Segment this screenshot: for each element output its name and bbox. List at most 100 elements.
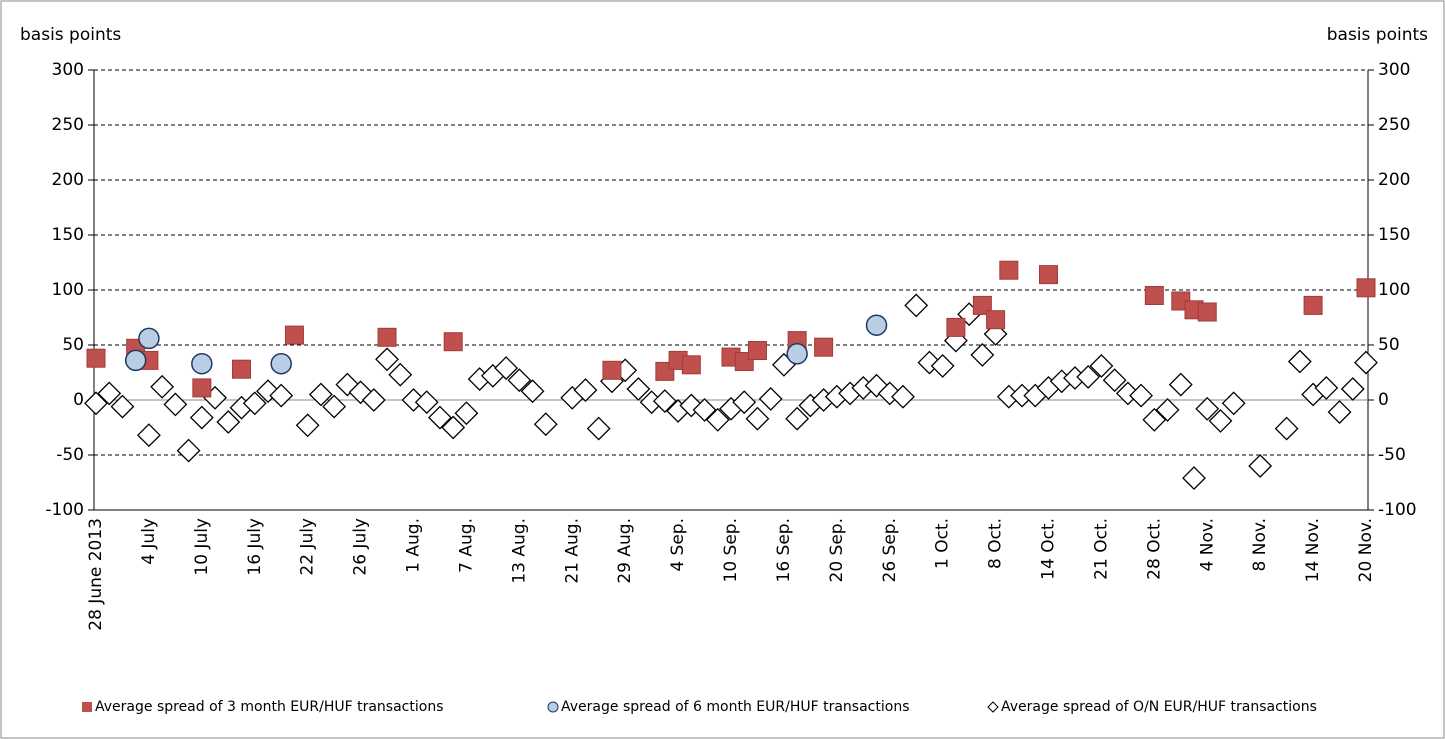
diamond-marker bbox=[520, 379, 545, 404]
square-marker bbox=[602, 360, 622, 380]
square-marker bbox=[1197, 302, 1217, 322]
x-tick-label: 26 Sep. bbox=[880, 518, 900, 582]
x-tick-label: 10 July bbox=[192, 518, 212, 576]
diamond-marker bbox=[189, 405, 214, 430]
x-tick-label: 14 Nov. bbox=[1303, 518, 1323, 582]
x-tick-label: 7 Aug. bbox=[456, 518, 476, 573]
diamond-marker bbox=[295, 413, 320, 438]
x-tick-label: 4 July bbox=[139, 518, 159, 565]
diamond-marker bbox=[1287, 349, 1312, 374]
square-marker bbox=[1039, 265, 1058, 285]
square-marker bbox=[986, 310, 1006, 330]
diamond-marker bbox=[1354, 350, 1378, 375]
diamond-marker bbox=[84, 391, 108, 416]
diamond-marker bbox=[454, 401, 479, 426]
diamond-marker bbox=[1274, 416, 1299, 441]
y-tick-label: -50 bbox=[56, 445, 84, 465]
y-tick-label: 100 bbox=[52, 280, 84, 300]
square-marker bbox=[1356, 278, 1376, 298]
diamond-marker bbox=[864, 373, 889, 398]
diamond-marker bbox=[322, 394, 347, 419]
diamond-marker bbox=[97, 381, 122, 406]
diamond-marker bbox=[930, 353, 955, 378]
y-tick-label: 250 bbox=[52, 115, 84, 135]
x-tick-label: 1 Oct. bbox=[933, 518, 953, 569]
y2-tick-label: 300 bbox=[1378, 60, 1410, 80]
diamond-marker bbox=[758, 386, 783, 411]
diamond-marker bbox=[1182, 466, 1206, 491]
diamond-marker bbox=[269, 383, 294, 408]
diamond-marker bbox=[904, 293, 929, 318]
circle-marker bbox=[865, 314, 888, 336]
y-tick-label: 200 bbox=[52, 170, 84, 190]
x-tick-label: 16 Sep. bbox=[774, 518, 794, 582]
circle-marker bbox=[786, 343, 808, 365]
x-tick-label: 20 Nov. bbox=[1356, 518, 1376, 582]
legend-label: Average spread of 6 month EUR/HUF transa… bbox=[561, 699, 909, 715]
diamond-marker bbox=[891, 384, 915, 409]
square-marker bbox=[86, 348, 106, 368]
y2-tick-label: 100 bbox=[1378, 280, 1410, 300]
x-tick-label: 22 July bbox=[298, 518, 318, 576]
diamond-marker bbox=[507, 368, 532, 393]
diamond-marker bbox=[414, 390, 439, 415]
diamond-marker bbox=[970, 342, 995, 367]
diamond-marker bbox=[494, 356, 519, 381]
x-tick-label: 4 Nov. bbox=[1197, 518, 1217, 571]
square-marker bbox=[1144, 286, 1164, 305]
square-marker bbox=[681, 355, 701, 375]
square-marker bbox=[284, 325, 304, 345]
diamond-marker bbox=[573, 378, 598, 403]
y-axis-label: basis points bbox=[20, 25, 121, 45]
legend-marker bbox=[547, 701, 559, 713]
diamond-marker bbox=[441, 415, 466, 440]
diamond-marker bbox=[917, 350, 942, 375]
circle-marker bbox=[124, 349, 147, 372]
circle-marker bbox=[191, 352, 213, 375]
y2-tick-label: 150 bbox=[1378, 225, 1410, 245]
diamond-marker bbox=[1208, 408, 1233, 433]
square-marker bbox=[946, 317, 966, 337]
diamond-marker bbox=[652, 389, 677, 414]
x-tick-label: 4 Sep. bbox=[668, 518, 688, 572]
x-tick-label: 8 Oct. bbox=[986, 518, 1006, 569]
diamond-marker bbox=[1195, 396, 1220, 421]
y2-tick-label: -50 bbox=[1378, 445, 1406, 465]
x-tick-label: 21 Oct. bbox=[1091, 518, 1111, 580]
square-marker bbox=[377, 327, 397, 347]
square-marker bbox=[232, 359, 252, 379]
x-tick-label: 16 July bbox=[245, 518, 265, 576]
diamond-marker bbox=[1327, 400, 1352, 425]
circle-marker bbox=[270, 352, 292, 375]
diamond-marker bbox=[388, 362, 413, 387]
diamond-marker bbox=[692, 397, 717, 422]
legend-label: Average spread of O/N EUR/HUF transactio… bbox=[1001, 699, 1317, 715]
diamond-marker bbox=[136, 423, 161, 448]
diamond-marker bbox=[1155, 397, 1180, 422]
y2-tick-label: -100 bbox=[1378, 500, 1417, 520]
diamond-marker bbox=[745, 406, 770, 431]
diamond-marker bbox=[586, 416, 611, 441]
diamond-marker bbox=[1314, 375, 1339, 400]
diamond-marker bbox=[428, 405, 452, 430]
y2-axis-label: basis points bbox=[1327, 25, 1428, 45]
diamond-marker bbox=[150, 374, 175, 399]
x-tick-label: 28 June 2013 bbox=[86, 518, 106, 631]
x-tick-label: 21 Aug. bbox=[562, 518, 582, 584]
diamond-marker bbox=[242, 391, 267, 416]
diamond-marker bbox=[1340, 377, 1365, 401]
diamond-marker bbox=[533, 412, 558, 437]
diamond-marker bbox=[626, 377, 651, 401]
diamond-marker bbox=[1221, 391, 1246, 416]
diamond-marker bbox=[308, 382, 333, 407]
x-tick-label: 10 Sep. bbox=[721, 518, 741, 582]
square-marker bbox=[192, 378, 212, 398]
y2-tick-label: 0 bbox=[1378, 390, 1389, 410]
y2-tick-label: 200 bbox=[1378, 170, 1410, 190]
diamond-marker bbox=[705, 407, 730, 432]
diamond-marker bbox=[1248, 454, 1273, 478]
diamond-marker bbox=[375, 347, 399, 372]
legend-marker bbox=[987, 701, 999, 713]
x-tick-label: 8 Nov. bbox=[1250, 518, 1270, 571]
y2-tick-label: 250 bbox=[1378, 115, 1410, 135]
